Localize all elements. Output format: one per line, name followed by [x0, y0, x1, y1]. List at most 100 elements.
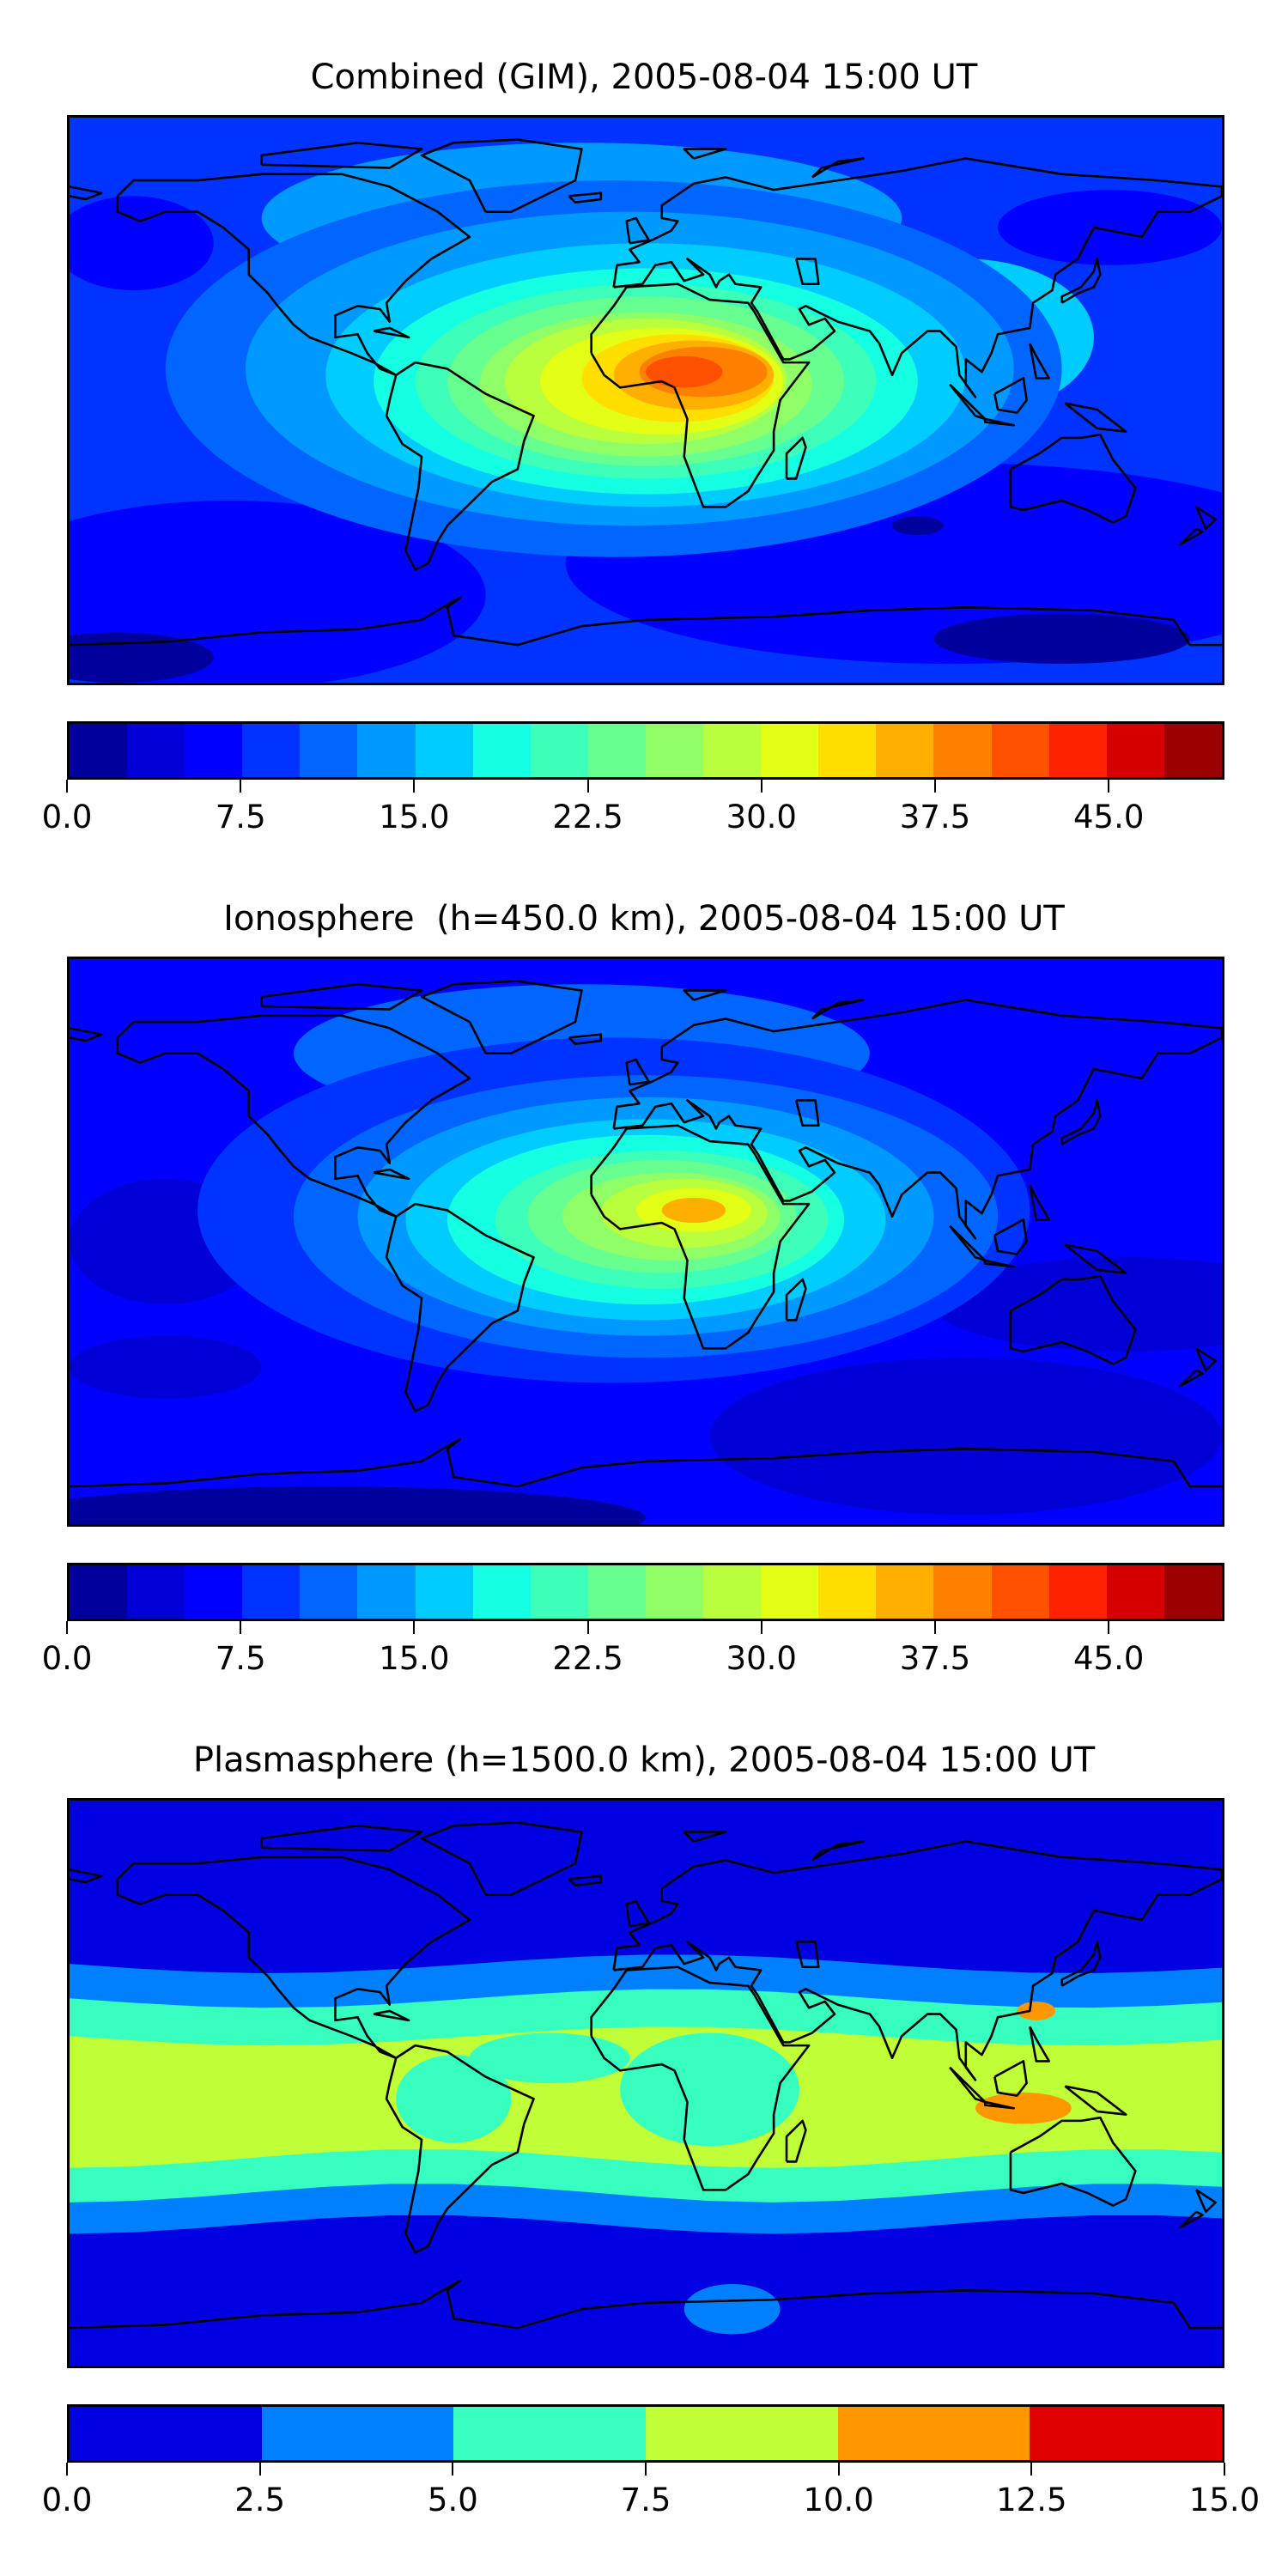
colorbar-segment	[357, 724, 416, 777]
colorbar-tick-label: 37.5	[899, 799, 971, 835]
colorbar-segment	[703, 724, 762, 777]
coastline	[1062, 1942, 1101, 1986]
coastline	[812, 159, 864, 178]
colorbar-segment	[761, 724, 819, 777]
colorbar-segment	[127, 724, 185, 777]
coastline	[994, 378, 1026, 412]
coastline	[950, 1226, 985, 1261]
coastline	[374, 328, 409, 337]
coastline	[374, 2011, 409, 2020]
colorbar-segment	[472, 724, 531, 777]
coastline	[1065, 1245, 1126, 1273]
colorbar-tick-label: 0.0	[41, 2482, 93, 2518]
coastline	[1030, 1185, 1048, 1219]
colorbar-segment	[185, 724, 243, 777]
coastline	[592, 1967, 809, 2190]
coastline	[70, 1439, 1222, 1486]
chart-title: Ionosphere (h=450.0 km), 2005-08-04 15:0…	[223, 899, 1065, 939]
coastline	[70, 1869, 101, 1882]
colorbar-tick	[760, 1621, 762, 1634]
coastline	[262, 984, 422, 1009]
colorbar	[67, 1563, 1224, 1621]
colorbar-tick-label: 7.5	[620, 2482, 671, 2518]
coastline	[374, 1170, 409, 1179]
colorbar-segment	[587, 724, 646, 777]
colorbar-tick-label: 45.0	[1072, 799, 1145, 835]
colorbar-tick	[66, 1621, 68, 1634]
coastline	[1030, 2026, 1048, 2061]
coastline	[386, 1204, 533, 1411]
coastline	[592, 284, 809, 507]
colorbar-segment	[587, 1565, 646, 1619]
colorbar-segment	[818, 724, 877, 777]
colorbar-tick-label: 22.5	[552, 1640, 623, 1677]
coastline	[118, 1016, 470, 1217]
coastline	[1181, 2212, 1203, 2227]
colorbar-tick-label: 7.5	[215, 1640, 266, 1677]
colorbar-segment	[70, 1565, 128, 1619]
contour-region	[998, 190, 1222, 265]
panel-combined: Combined (GIM), 2005-08-04 15:00 UT 0.0 7…	[0, 0, 1288, 841]
coastline	[684, 991, 726, 1000]
contour-region	[469, 2032, 630, 2083]
colorbar-tick-label: 12.5	[996, 2482, 1067, 2518]
coastline	[1030, 343, 1048, 378]
colorbar-tick	[934, 1621, 936, 1634]
coastline	[70, 2281, 1222, 2328]
contour-map	[70, 959, 1222, 1524]
contour-region	[396, 2055, 512, 2143]
contour-region	[683, 2283, 781, 2335]
coastline	[569, 193, 601, 203]
coastline	[592, 1126, 809, 1349]
colorbar-tick-label: 30.0	[726, 799, 797, 835]
colorbar-segment	[415, 1565, 473, 1619]
coastline	[627, 1060, 649, 1084]
coastline	[994, 1219, 1026, 1254]
colorbar-tick-label: 30.0	[726, 1640, 797, 1677]
coastline	[1062, 259, 1101, 303]
coastline	[950, 385, 985, 419]
colorbar-segment	[991, 1565, 1049, 1619]
contour-map	[70, 1801, 1222, 2366]
contour-region	[620, 2032, 799, 2147]
colorbar-segment	[415, 724, 473, 777]
colorbar	[67, 2404, 1224, 2463]
contour-region	[933, 613, 1190, 665]
coastline	[1181, 529, 1203, 544]
colorbar-segment	[761, 1565, 819, 1619]
coastline	[950, 2068, 985, 2102]
chart-title: Combined (GIM), 2005-08-04 15:00 UT	[310, 58, 978, 97]
colorbar-segment	[530, 724, 588, 777]
panel-ionosphere: Ionosphere (h=450.0 km), 2005-08-04 15:0…	[0, 841, 1288, 1683]
colorbar-tick	[452, 2463, 454, 2476]
colorbar-segment	[1048, 724, 1107, 777]
coastline	[386, 2045, 533, 2252]
coastline	[985, 2102, 1014, 2108]
coastline	[262, 1826, 422, 1850]
colorbar-tick	[240, 780, 242, 793]
colorbar-tick-label: 22.5	[552, 799, 623, 835]
colorbar-tick	[1108, 1621, 1110, 1634]
contour-region	[975, 2092, 1072, 2124]
colorbar-tick	[760, 780, 762, 793]
colorbar-segment	[1163, 724, 1222, 777]
coastline	[812, 1000, 864, 1019]
colorbar-segment	[300, 724, 358, 777]
coastline	[787, 2121, 805, 2162]
colorbar-tick	[586, 780, 589, 793]
colorbar-segment	[261, 2407, 454, 2460]
coastline	[422, 140, 581, 212]
contour-region	[892, 516, 944, 536]
colorbar-segment	[991, 724, 1049, 777]
coastline	[684, 1832, 726, 1842]
colorbar-tick	[413, 1621, 416, 1634]
colorbar-segment	[645, 724, 704, 777]
colorbar-segment	[1030, 2407, 1223, 2460]
map-plot	[67, 115, 1224, 685]
colorbar-segment	[185, 1565, 243, 1619]
contour-region	[661, 1197, 726, 1224]
colorbar-segment	[646, 2407, 838, 2460]
coastline	[1011, 2117, 1135, 2205]
coastline	[1181, 1370, 1203, 1386]
colorbar-segment	[1048, 1565, 1107, 1619]
